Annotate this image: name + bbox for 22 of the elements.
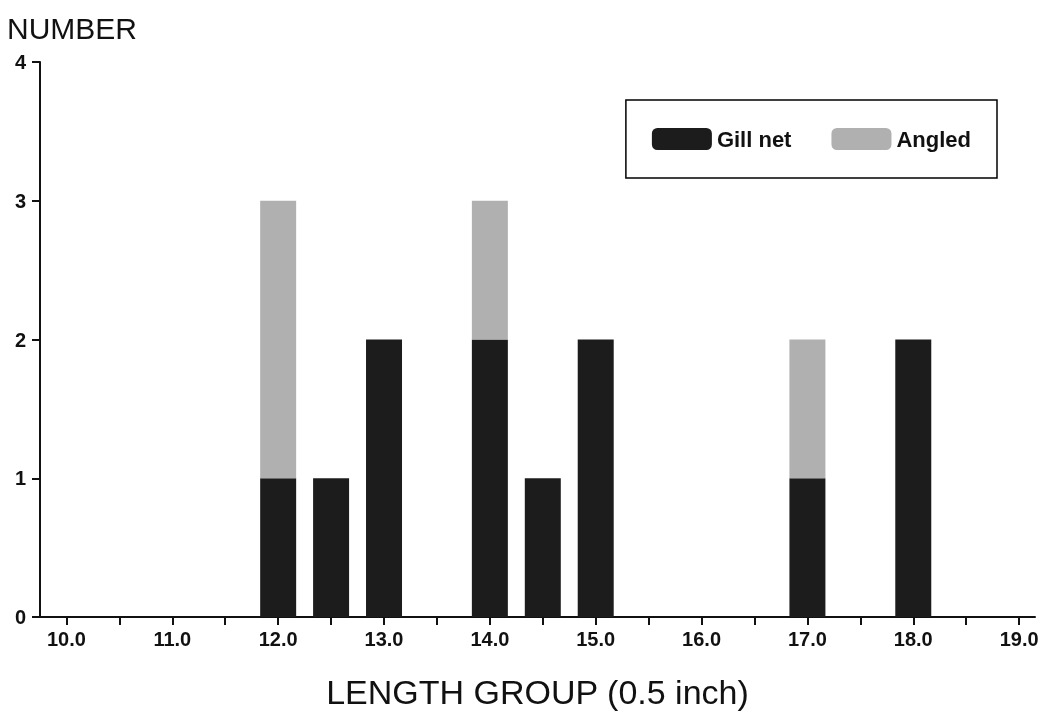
y-tick-label: 1 <box>14 467 26 490</box>
x-tick-label: 17.0 <box>787 628 827 650</box>
y-tick-label: 2 <box>14 328 26 351</box>
x-tick-label: 19.0 <box>999 628 1039 650</box>
bar <box>789 339 826 479</box>
y-tick-label: 3 <box>14 189 26 212</box>
x-axis-title: LENGTH GROUP (0.5 inch) <box>326 673 749 711</box>
x-tick-label: 12.0 <box>258 628 298 650</box>
y-axis-title: NUMBER <box>7 11 138 45</box>
x-tick-label: 14.0 <box>470 628 510 650</box>
bar <box>471 200 508 340</box>
x-tick-label: 16.0 <box>682 628 722 650</box>
y-tick-label: 0 <box>14 606 26 628</box>
legend-label: Angled <box>896 126 972 152</box>
x-tick-label: 18.0 <box>893 628 933 650</box>
bar <box>260 200 297 479</box>
x-tick-label: 15.0 <box>576 628 616 650</box>
x-tick-label: 13.0 <box>364 628 404 650</box>
legend-label: Gill net <box>716 126 793 152</box>
x-tick-label: 10.0 <box>46 628 86 650</box>
y-tick-label: 4 <box>14 51 27 73</box>
x-tick-label: 11.0 <box>153 628 192 650</box>
